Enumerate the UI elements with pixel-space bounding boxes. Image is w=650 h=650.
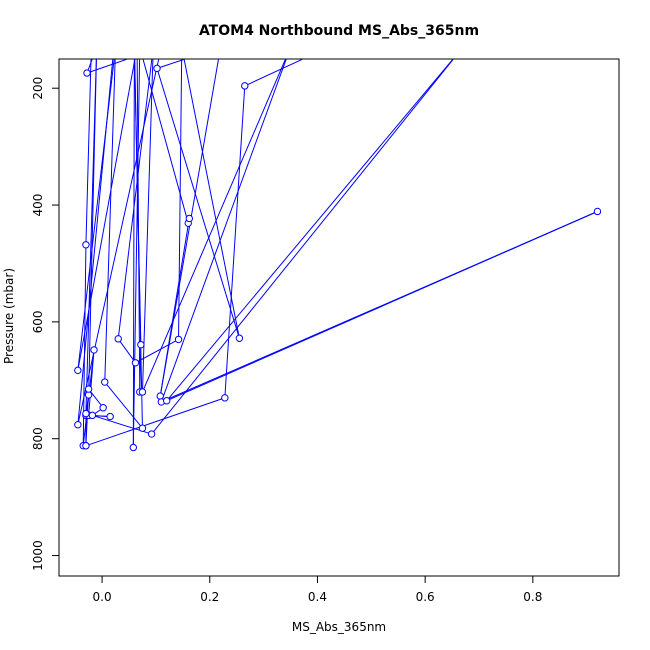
x-tick-label: 0.6 [416, 590, 435, 604]
data-point [221, 394, 229, 402]
series-segment [104, 59, 116, 379]
series-segment [178, 59, 183, 337]
series-segment [87, 59, 93, 71]
x-tick-label: 0.0 [93, 590, 112, 604]
data-point [82, 409, 90, 418]
data-point [83, 69, 91, 77]
x-tick-label: 0.4 [308, 590, 327, 604]
data-point [162, 397, 171, 405]
series-segment [142, 59, 188, 221]
series-segment [138, 340, 176, 362]
series-segment [224, 89, 246, 395]
data-point [101, 378, 109, 386]
data-point [137, 340, 145, 349]
series-segment [169, 212, 595, 400]
series-segment [159, 59, 187, 68]
data-point [138, 424, 147, 432]
data-point [185, 214, 194, 223]
data-point [593, 207, 602, 216]
data-point [138, 388, 147, 396]
series-segment [88, 59, 97, 392]
series-layer [74, 59, 602, 452]
series-segment [77, 59, 136, 368]
data-point [114, 335, 122, 343]
y-axis: 200 400 600 800 1000 [31, 77, 60, 571]
series-segment [77, 59, 115, 368]
data-point [147, 430, 156, 438]
series-segment [247, 59, 305, 85]
series-segment [183, 59, 240, 336]
y-tick-label: 200 [31, 77, 45, 100]
series-segment [106, 384, 141, 427]
data-point [82, 241, 90, 249]
series-segment [119, 341, 134, 361]
series-segment [88, 398, 222, 446]
data-point [74, 366, 82, 375]
data-point [235, 334, 244, 342]
x-tick-label: 0.2 [200, 590, 219, 604]
data-point [174, 335, 183, 344]
series-segment [143, 59, 287, 390]
series-segment [132, 59, 141, 445]
x-axis: 0.0 0.2 0.4 0.6 0.8 [93, 575, 542, 604]
series-segment [89, 59, 130, 73]
y-tick-label: 400 [31, 194, 45, 217]
series-segment [132, 59, 135, 445]
series-segment [142, 59, 154, 389]
data-point [153, 64, 161, 73]
x-tick-label: 0.8 [523, 590, 542, 604]
data-point [82, 442, 90, 450]
y-tick-label: 600 [31, 310, 45, 333]
series-segment [118, 59, 153, 336]
series-segment [82, 247, 87, 443]
x-axis-label: MS_Abs_365nm [292, 620, 386, 634]
series-segment [139, 347, 142, 389]
series-segment [94, 409, 101, 414]
series-segment [161, 59, 287, 400]
data-point [129, 443, 138, 452]
series-segment [157, 71, 239, 336]
data-point [88, 411, 97, 420]
chart-title: ATOM4 Northbound MS_Abs_365nm [199, 23, 479, 39]
y-tick-label: 1000 [31, 540, 45, 571]
data-point [106, 412, 114, 421]
series-segment [153, 59, 455, 432]
series-segment [78, 59, 160, 422]
data-point [74, 420, 82, 429]
data-point [241, 82, 249, 90]
data-point [131, 359, 140, 367]
y-tick-label: 800 [31, 427, 45, 450]
data-point [99, 404, 107, 412]
series-segment [168, 59, 454, 399]
series-segment [85, 59, 92, 242]
y-axis-label: Pressure (mbar) [2, 268, 16, 364]
data-point [90, 346, 98, 354]
data-point [156, 392, 164, 400]
series-segment [90, 391, 102, 406]
data-point [84, 385, 93, 393]
